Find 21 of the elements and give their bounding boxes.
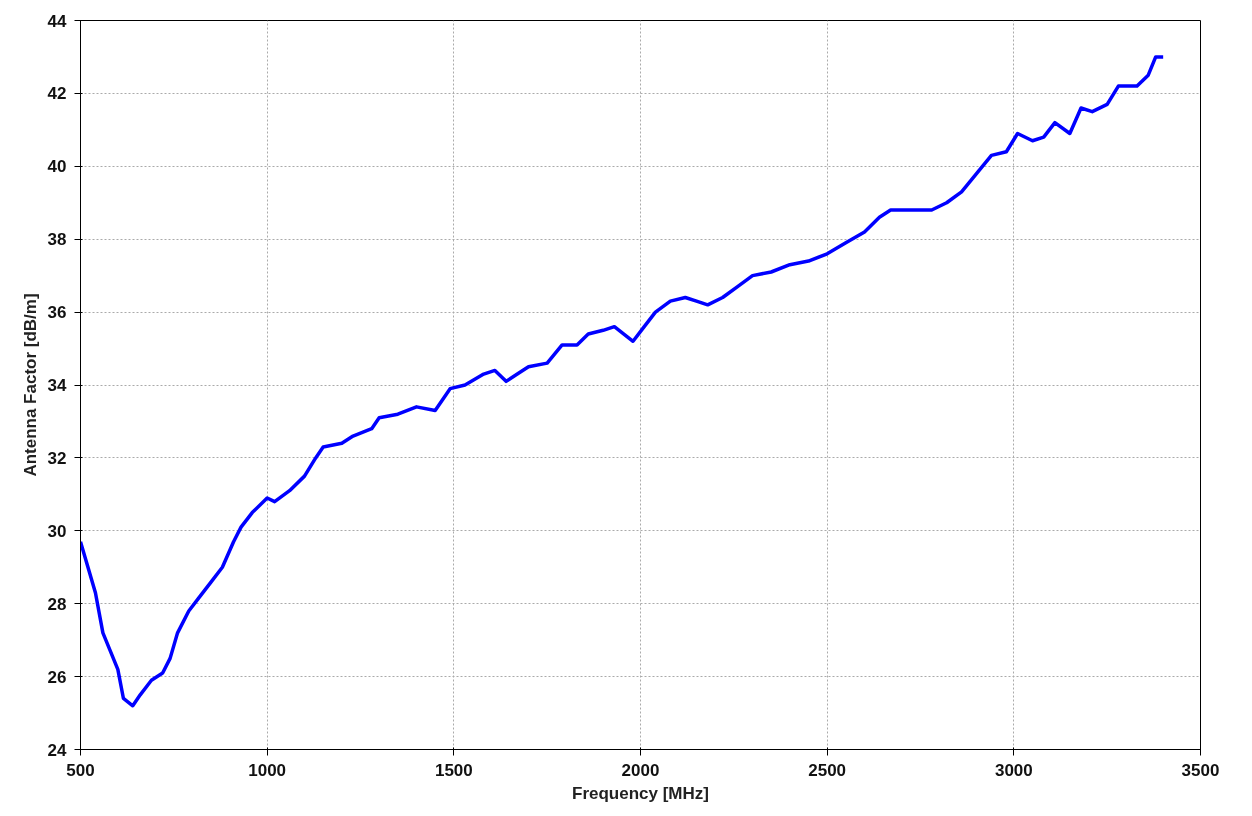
y-tick-label: 44 <box>47 11 68 31</box>
y-tick-label: 40 <box>47 157 67 177</box>
y-tick-label: 26 <box>47 667 67 687</box>
y-axis-title: Antenna Factor [dB/m] <box>20 293 40 477</box>
y-tick-label: 24 <box>47 740 68 760</box>
x-tick-label: 1500 <box>434 760 473 780</box>
line-series <box>80 55 1165 708</box>
x-tick-label: 3500 <box>1181 760 1220 780</box>
x-tick-label: 3000 <box>994 760 1033 780</box>
y-tick-label: 38 <box>47 230 67 250</box>
x-tick-label: 500 <box>66 760 95 780</box>
x-axis-title: Frequency [MHz] <box>572 783 709 803</box>
x-tick-label: 2500 <box>808 760 847 780</box>
y-tick-label: 30 <box>47 521 67 541</box>
y-tick-label: 28 <box>47 594 67 614</box>
y-tick-label: 34 <box>47 376 68 395</box>
x-tick-label: 2000 <box>621 760 660 780</box>
x-tick-label: 1000 <box>248 760 287 780</box>
y-tick-label: 32 <box>47 448 67 468</box>
y-tick-label: 36 <box>47 303 67 323</box>
y-tick-label: 42 <box>47 84 67 104</box>
